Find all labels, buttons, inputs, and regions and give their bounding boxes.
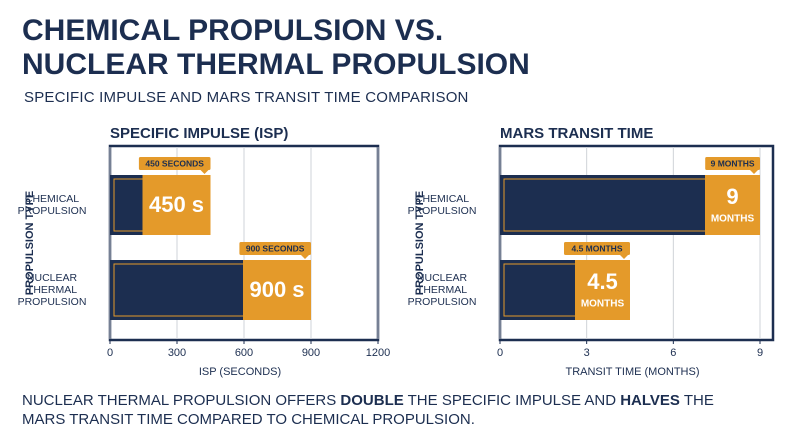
value-tag-box [705, 157, 760, 170]
footer-part: DOUBLE [340, 392, 404, 409]
footer-part: THE SPECIFIC IMPULSE AND [403, 392, 621, 409]
value-tag-pointer [200, 170, 209, 174]
x-tick-label: 1200 [366, 347, 390, 359]
x-tick-label: 900 [302, 347, 320, 359]
value-tag-box [138, 157, 211, 170]
bar-highlight [705, 175, 760, 235]
value-tag: 450 SECONDS [145, 158, 204, 168]
value-label: 450 s [149, 192, 204, 217]
bar-highlight [575, 260, 630, 320]
x-tick-label: 0 [107, 347, 113, 359]
value-tag-pointer [750, 170, 758, 174]
subtitle: SPECIFIC IMPULSE AND MARS TRANSIT TIME C… [24, 89, 469, 106]
value-unit: MONTHS [711, 214, 755, 225]
y-axis-label: PROPULSION TYPE [24, 191, 36, 296]
category-label: NUCLEAR THERMAL PROPULSION [17, 272, 87, 308]
chart-title: MARS TRANSIT TIME [500, 125, 653, 142]
value-label: 4.5 [587, 269, 618, 294]
value-tag-box [564, 242, 630, 255]
footer-part: THE MARS TRANSIT TIME COMPARED TO CHEMIC… [22, 392, 714, 428]
title-line: NUCLEAR THERMAL PROPULSION [22, 48, 530, 81]
x-axis-label: TRANSIT TIME (MONTHS) [565, 366, 699, 378]
category-label: NUCLEAR THERMAL PROPULSION [407, 272, 477, 308]
title-line: CHEMICAL PROPULSION VS. [22, 14, 444, 47]
category-label: CHEMICAL PROPULSION [407, 193, 477, 217]
value-unit: MONTHS [581, 299, 625, 310]
x-tick-label: 9 [757, 347, 763, 359]
value-tag-pointer [301, 255, 309, 259]
value-label: 900 s [249, 277, 304, 302]
bar-highlight [243, 260, 311, 320]
y-axis-label: PROPULSION TYPE [414, 191, 426, 296]
x-axis-label: ISP (SECONDS) [199, 366, 281, 378]
value-label: 9 [726, 184, 738, 209]
value-tag: 900 SECONDS [246, 243, 305, 253]
chart-title: SPECIFIC IMPULSE (ISP) [110, 125, 288, 142]
value-tag-pointer [620, 255, 628, 259]
page-title: CHEMICAL PROPULSION VS. NUCLEAR THERMAL … [22, 14, 530, 82]
category-label: CHEMICAL PROPULSION [17, 193, 87, 217]
value-tag: 4.5 MONTHS [571, 243, 622, 253]
value-tag: 9 MONTHS [711, 158, 755, 168]
x-tick-label: 3 [584, 347, 590, 359]
x-tick-label: 0 [497, 347, 503, 359]
x-tick-label: 600 [235, 347, 253, 359]
x-tick-label: 300 [168, 347, 186, 359]
footer: NUCLEAR THERMAL PROPULSION OFFERS DOUBLE… [22, 391, 722, 429]
footer-part: HALVES [620, 392, 680, 409]
bar-highlight [142, 175, 211, 235]
footer-part: NUCLEAR THERMAL PROPULSION OFFERS [22, 392, 341, 409]
x-tick-label: 6 [670, 347, 676, 359]
value-tag-box [239, 242, 311, 255]
